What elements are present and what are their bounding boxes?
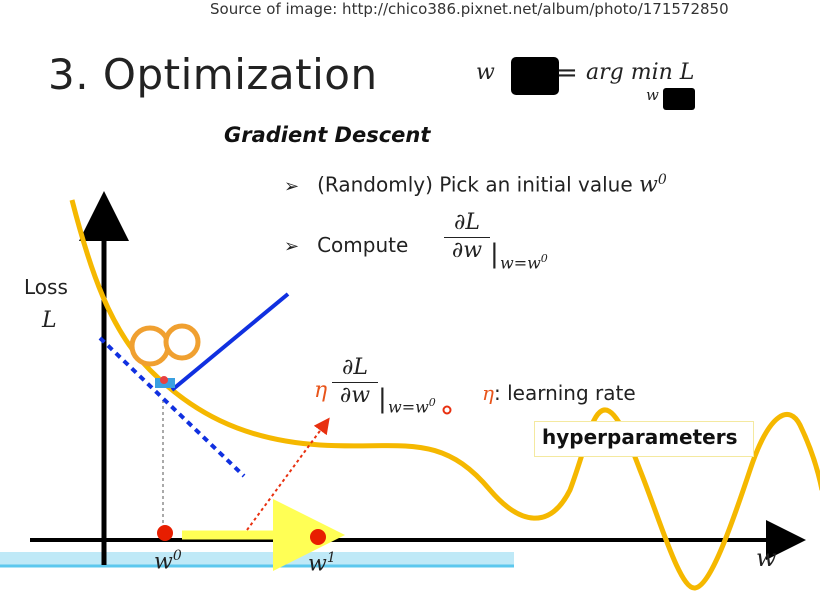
tangent-solid [170, 292, 290, 392]
step-eta: η [314, 378, 328, 403]
learning-rate-label: η: learning rate [482, 381, 636, 405]
bullet-2-eval: w=w0 [500, 252, 548, 273]
bullet-2-fraction: ∂L ∂w [444, 210, 490, 263]
optimization-formula: w [476, 60, 495, 85]
w1-label: w1 [308, 550, 336, 577]
hiker-character-icon [129, 323, 201, 388]
water-strip [0, 552, 514, 566]
bullet-2-evalbar: | [490, 239, 499, 269]
step-origin-dot [442, 405, 452, 415]
point-w1 [310, 529, 326, 545]
bullet-arrow-icon: ➢ [284, 175, 300, 197]
fraction-bar [332, 382, 378, 383]
bullet-1-var: w [639, 172, 658, 198]
formula-rhs: arg min L [586, 60, 695, 85]
step-den: ∂w [339, 383, 371, 408]
formula-equals: = [556, 58, 578, 88]
w0-label: w0 [154, 548, 182, 575]
fraction-bar [444, 237, 490, 238]
bullet-2-den: ∂w [451, 238, 483, 263]
y-axis-symbol: L [42, 308, 57, 333]
lr-text: : learning rate [493, 381, 636, 405]
redacted-box-1 [511, 57, 559, 95]
loss-curve [69, 199, 820, 591]
bullet-2: ➢ Compute [284, 233, 408, 257]
step-num: ∂L [342, 355, 368, 380]
bullet-1-sup: 0 [657, 172, 667, 188]
bullet-2-num: ∂L [454, 210, 480, 235]
bullet-arrow-icon: ➢ [284, 236, 300, 257]
step-arrow [246, 417, 330, 531]
hyperparameters-box [534, 421, 754, 457]
tangent-dotted [98, 336, 246, 478]
point-w0 [157, 525, 173, 541]
step-eval: w=w0 [388, 396, 436, 417]
step-fraction: ∂L ∂w [332, 355, 378, 408]
bullet-2-text: Compute [317, 233, 409, 257]
redacted-box-2 [663, 88, 695, 110]
slide-title: 3. Optimization [48, 50, 378, 99]
y-axis-label: Loss [24, 275, 68, 299]
bullet-1: ➢ (Randomly) Pick an initial value w0 [284, 172, 667, 198]
bullet-1-text: (Randomly) Pick an initial value [317, 172, 639, 197]
section-title: Gradient Descent [224, 123, 431, 147]
formula-sub: w [646, 86, 659, 104]
formula-lhs: w [476, 60, 495, 85]
source-caption: Source of image: http://chico386.pixnet.… [210, 0, 729, 18]
x-axis-label: w [756, 544, 777, 572]
lr-symbol: η [482, 381, 494, 405]
step-evalbar: | [378, 384, 387, 414]
hyperparameters-label: hyperparameters [542, 425, 738, 449]
